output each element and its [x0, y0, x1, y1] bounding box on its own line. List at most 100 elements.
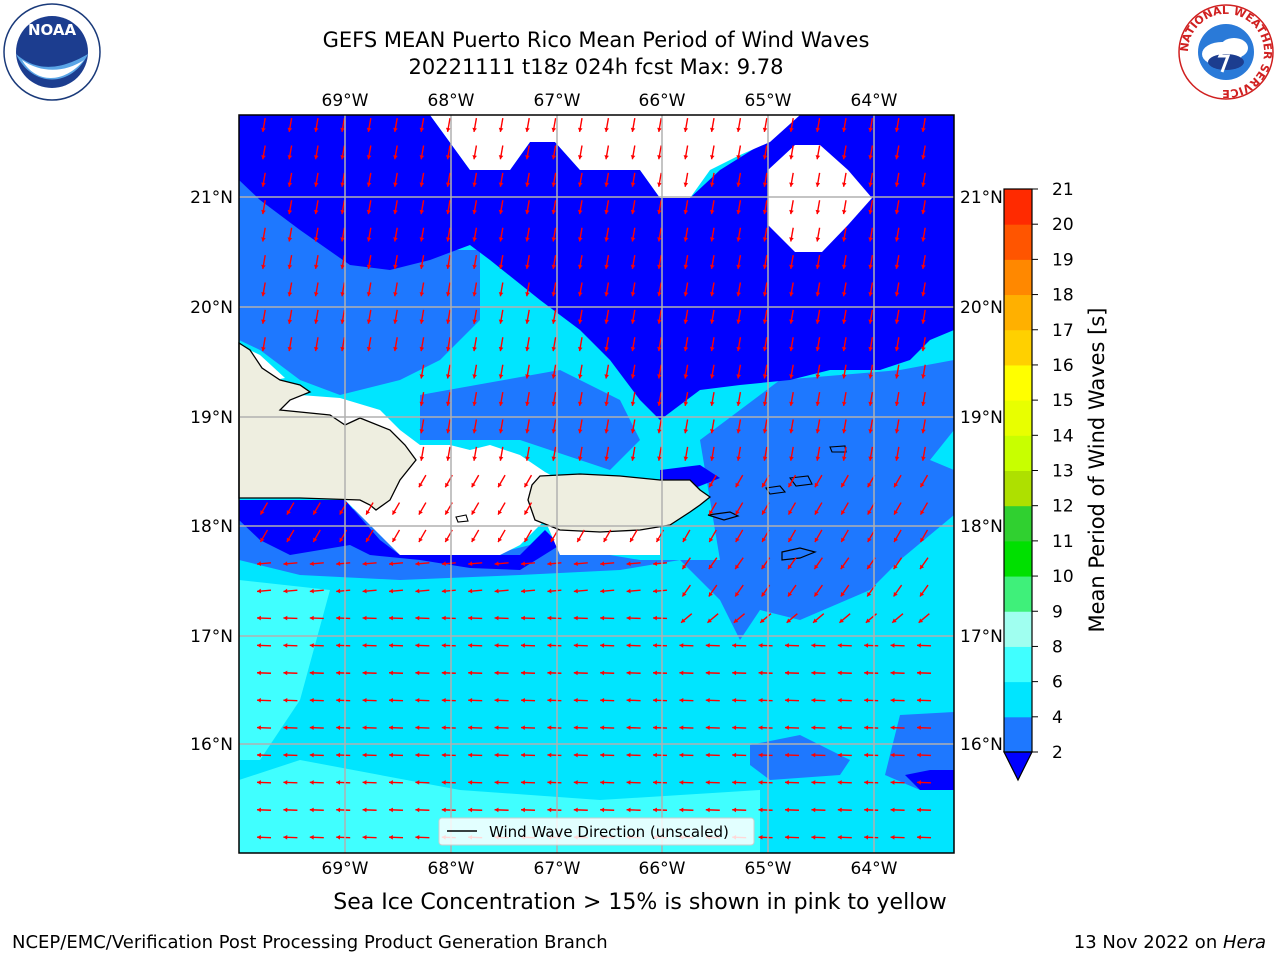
wave-arrow-head [547, 780, 552, 785]
wave-arrow-head [257, 834, 261, 840]
wave-arrow-head [313, 510, 318, 515]
wave-arrow-head [762, 237, 768, 242]
island-st-croix [781, 547, 817, 561]
wave-arrow-head [811, 697, 816, 703]
wave-arrow-head [894, 209, 900, 215]
wave-arrow-head [917, 780, 921, 785]
colorbar-segment [1004, 681, 1032, 718]
wave-arrow-head [679, 725, 684, 731]
wave-arrow-head [815, 292, 821, 297]
wave-arrow-head [551, 456, 557, 461]
wave-arrow-head [389, 725, 393, 731]
wave-arrow-head [336, 834, 341, 840]
wave-arrow-head [468, 588, 473, 594]
wave-arrow-head [604, 429, 609, 434]
wave-arrow-head [890, 697, 895, 703]
wave-arrow-head [868, 374, 873, 379]
wave-arrow-head [283, 807, 288, 813]
wave-arrow-head [732, 725, 737, 731]
colorbar-tick-label: 10 [1052, 567, 1074, 587]
wave-arrow-head [261, 182, 266, 187]
wave-arrow-head [600, 670, 605, 676]
colorbar-segment [1004, 435, 1032, 471]
wave-arrow-head [837, 670, 842, 676]
wave-arrow-head [736, 429, 741, 434]
wave-arrow-head [441, 752, 446, 758]
wave-arrow-head [362, 615, 367, 621]
wave-arrow-head [919, 564, 925, 570]
wave-arrow-head [392, 537, 397, 543]
colorbar-segment [1004, 400, 1032, 436]
wave-arrow-head [788, 537, 793, 543]
wave-arrow-head [392, 510, 397, 515]
wave-arrow-head [679, 670, 684, 676]
wave-arrow-head [815, 346, 821, 352]
wave-arrow-head [867, 482, 872, 488]
colorbar-tick-label: 18 [1052, 286, 1074, 306]
wave-arrow-head [498, 237, 504, 242]
wave-arrow-head [683, 292, 689, 297]
wave-arrow-head [789, 346, 794, 352]
wave-arrow-head [550, 537, 555, 543]
wave-arrow-head [366, 127, 372, 132]
wave-arrow-head [524, 482, 529, 488]
wave-arrow-head [811, 834, 816, 840]
wave-arrow-head [573, 697, 578, 703]
wave-arrow-head [261, 292, 266, 297]
wave-arrow-head [679, 780, 684, 785]
wave-arrow-head [758, 725, 763, 731]
colorbar-segment [1004, 294, 1032, 331]
wave-arrow-head [577, 319, 583, 324]
wave-arrow-head [445, 346, 451, 352]
wave-arrow-head [494, 697, 499, 703]
wave-arrow-head [389, 807, 393, 813]
wave-arrow-head [630, 237, 636, 242]
wave-arrow-head [521, 780, 525, 785]
wave-arrow-head [498, 155, 504, 160]
colorbar-segment [1004, 224, 1032, 260]
wave-arrow-head [630, 401, 636, 406]
wave-arrow-head [551, 182, 557, 187]
footer-host: Hera [1222, 932, 1266, 953]
wave-arrow-head [366, 264, 372, 269]
contour-2-4 [239, 500, 560, 570]
wave-arrow-head [261, 127, 266, 132]
colorbar-tick-label: 6 [1052, 673, 1063, 693]
wave-arrow-head [257, 643, 261, 648]
wave-arrow-head [841, 182, 847, 187]
wave-arrow-head [762, 127, 768, 132]
wave-arrow-head [362, 697, 367, 703]
wave-arrow-head [841, 374, 847, 379]
wave-arrow-head [921, 127, 926, 132]
wave-arrow-head [313, 155, 319, 160]
wave-arrow-head [653, 780, 657, 785]
wave-arrow-head [657, 155, 662, 160]
wave-arrow-head [657, 456, 662, 461]
wave-arrow-head [814, 482, 819, 488]
wave-arrow-head [287, 155, 293, 160]
wave-arrow-head [653, 615, 657, 621]
wave-arrow-head [494, 725, 499, 731]
wave-arrow-head [340, 127, 345, 132]
wave-arrow-head [732, 697, 737, 703]
wave-arrow-head [736, 127, 741, 132]
wave-arrow-head [657, 319, 662, 324]
wave-arrow-head [683, 209, 689, 215]
wave-arrow-head [709, 401, 715, 406]
wave-arrow-head [815, 264, 821, 269]
wave-arrow-head [261, 264, 266, 269]
wave-arrow-head [732, 780, 737, 785]
wave-arrow-head [494, 561, 499, 566]
wave-arrow-head [472, 456, 477, 461]
wave-arrow-head [287, 292, 293, 297]
wave-arrow-head [709, 510, 714, 515]
wave-arrow-head [498, 182, 504, 187]
wave-arrow-head [630, 319, 636, 324]
lat-label-left: 21°N [190, 188, 233, 208]
wave-arrow-head [709, 346, 715, 352]
wave-arrow-head [921, 292, 926, 297]
wave-arrow-head [441, 615, 446, 621]
wave-arrow-head [811, 643, 816, 648]
wave-arrow-head [917, 752, 921, 758]
wave-arrow-head [471, 537, 476, 543]
